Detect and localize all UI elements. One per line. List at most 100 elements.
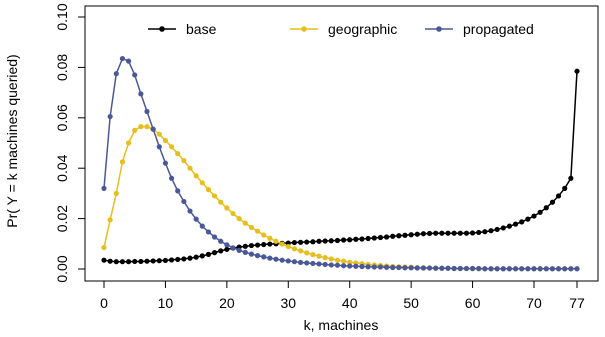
data-point-propagated [476,265,482,272]
data-point-base [168,257,175,263]
data-point-propagated [549,266,556,272]
legend-label: base [186,21,217,37]
data-point-base [457,230,463,236]
data-point-base [304,239,310,245]
data-point-propagated [150,126,156,132]
data-point-base [261,241,267,248]
data-point-geographic [328,256,334,262]
data-point-propagated [199,223,205,229]
data-point-propagated [156,144,162,150]
data-point-propagated [316,261,322,267]
x-tick-label: 0 [100,295,108,311]
data-point-base [156,258,162,264]
data-point-propagated [254,253,261,259]
legend-label: propagated [463,21,534,37]
data-point-geographic [230,210,236,217]
data-point-propagated [525,266,531,272]
x-tick-label: 30 [280,295,296,311]
data-point-propagated [402,265,408,271]
data-point-geographic [285,243,291,250]
data-point-propagated [291,259,298,265]
y-tick-label: 0.06 [54,104,70,131]
data-point-base [334,237,341,244]
data-point-propagated [242,249,248,255]
data-point-propagated [353,263,359,269]
data-point-base [175,256,181,263]
data-point-propagated [451,265,457,272]
data-point-base [107,258,113,264]
data-point-propagated [236,247,242,253]
data-point-propagated [101,185,107,191]
data-point-geographic [340,258,347,264]
data-point-geographic [224,205,230,211]
x-tick-label: 77 [569,295,585,311]
data-point-geographic [242,220,248,226]
data-point-base [316,238,322,244]
data-point-propagated [322,261,328,268]
data-point-propagated [187,208,193,214]
data-point-propagated [420,265,427,271]
data-point-base [531,213,537,219]
data-point-propagated [132,72,138,78]
series-base [101,68,580,265]
data-point-propagated [340,263,347,269]
data-point-base [353,236,359,242]
data-point-base [101,257,107,263]
data-point-base [199,253,205,259]
data-point-base [562,185,568,191]
data-point-geographic [279,241,285,247]
data-point-propagated [439,265,445,271]
data-point-geographic [310,252,316,258]
data-point-propagated [113,71,119,77]
data-point-base [347,237,353,243]
data-point-propagated [125,58,132,64]
data-point-propagated [273,256,279,262]
data-point-geographic [181,158,187,164]
data-point-geographic [316,253,322,259]
data-point-geographic [347,259,353,265]
data-point-propagated [574,266,580,272]
data-point-base [150,258,156,264]
data-point-base [451,230,457,236]
data-point-propagated [218,238,224,244]
data-point-base [248,242,255,249]
legend-swatch-point [436,26,442,32]
series-layer [101,55,580,272]
data-point-propagated [383,264,390,270]
data-point-propagated [426,265,433,271]
data-point-geographic [205,187,212,193]
data-point-geographic [162,137,169,144]
data-point-base [113,259,119,265]
data-point-propagated [463,265,470,272]
data-point-propagated [107,113,113,120]
data-point-base [555,193,562,199]
data-point-propagated [310,260,316,267]
data-point-geographic [248,224,255,231]
y-tick-label: 0.04 [54,154,70,181]
data-point-base [297,239,304,245]
data-point-propagated [181,198,187,205]
data-point-geographic [175,150,181,157]
data-point-propagated [396,264,402,271]
data-point-base [377,234,384,241]
x-tick-label: 10 [158,295,174,311]
data-point-base [340,237,347,243]
data-point-base [187,255,193,261]
data-point-propagated [285,258,291,264]
data-point-geographic [138,124,144,130]
series-propagated [101,55,580,272]
legend: base geographic propagated [148,21,534,37]
data-point-geographic [156,131,162,137]
data-point-propagated [414,265,420,271]
y-tick-label: 0.02 [54,205,70,232]
data-point-base [310,239,316,245]
data-point-base [254,242,261,248]
data-point-base [390,233,396,239]
data-point-propagated [390,264,396,271]
data-point-propagated [359,263,365,270]
y-axis-label: Pr( Y = k machines queried) [4,54,20,227]
data-point-propagated [230,245,236,251]
data-point-base [181,256,187,262]
data-point-propagated [445,265,451,271]
data-point-base [445,230,451,236]
